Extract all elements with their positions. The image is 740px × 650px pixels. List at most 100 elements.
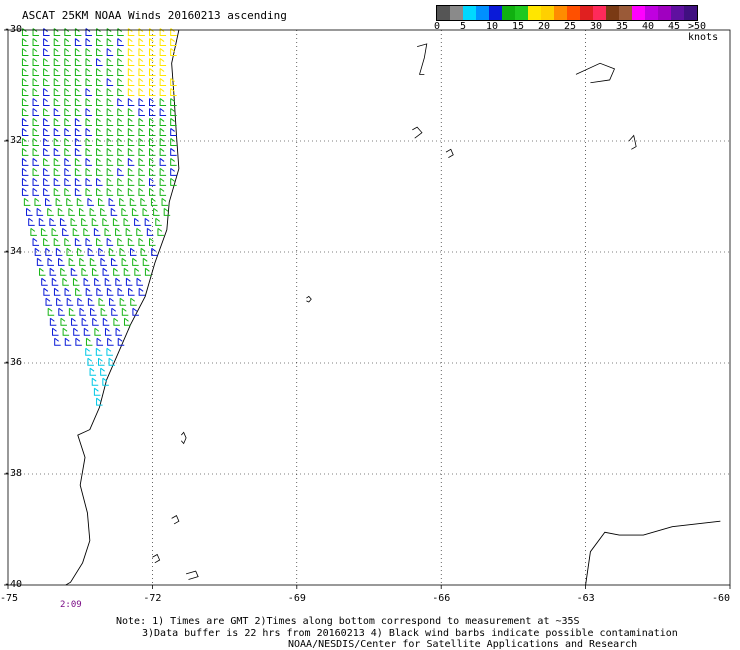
wind-barb bbox=[74, 128, 82, 136]
wind-barb bbox=[64, 38, 71, 47]
wind-barb bbox=[159, 138, 167, 146]
wind-barb bbox=[21, 148, 29, 156]
wind-barb bbox=[58, 257, 65, 266]
wind-barb bbox=[123, 217, 131, 226]
wind-barb bbox=[106, 48, 114, 57]
wind-barb bbox=[121, 207, 128, 216]
wind-barb bbox=[43, 118, 50, 126]
wind-barb bbox=[21, 128, 29, 136]
wind-barb bbox=[26, 207, 33, 216]
colorbar-tick-label: 30 bbox=[590, 21, 603, 32]
wind-barb bbox=[43, 58, 50, 67]
wind-barb bbox=[43, 168, 50, 176]
wind-barb bbox=[150, 197, 158, 206]
wind-barb bbox=[64, 148, 71, 156]
wind-barb bbox=[74, 78, 82, 86]
wind-barb bbox=[159, 38, 167, 47]
wind-barb bbox=[106, 128, 114, 136]
wind-barb bbox=[149, 38, 156, 47]
wind-barb bbox=[64, 287, 72, 296]
wind-barb bbox=[96, 128, 103, 136]
latitude-tick-label: -32 bbox=[4, 135, 23, 146]
lake-outline bbox=[306, 295, 312, 303]
wind-barb bbox=[111, 307, 118, 316]
wind-barb bbox=[96, 38, 103, 47]
wind-barb bbox=[106, 347, 113, 356]
wind-barb bbox=[106, 287, 114, 296]
map-title: ASCAT 25KM NOAA Winds 20160213 ascending bbox=[22, 9, 287, 22]
wind-barb bbox=[102, 377, 109, 386]
wind-barb bbox=[77, 297, 84, 306]
wind-barb bbox=[96, 28, 103, 37]
wind-barb bbox=[66, 247, 73, 256]
wind-barb bbox=[127, 237, 135, 246]
wind-barb bbox=[47, 307, 55, 316]
wind-barb bbox=[106, 78, 114, 86]
colorbar-segment bbox=[684, 6, 697, 20]
wind-barb bbox=[62, 327, 70, 336]
wind-barb bbox=[97, 357, 105, 366]
wind-barb bbox=[64, 58, 71, 67]
wind-barb bbox=[85, 48, 92, 57]
wind-barb bbox=[117, 38, 124, 47]
wind-barb bbox=[106, 88, 114, 96]
wind-barb bbox=[96, 138, 103, 146]
wind-barb bbox=[70, 267, 78, 276]
colorbar-segment bbox=[606, 6, 619, 20]
wind-barb bbox=[127, 98, 135, 106]
longitude-tick-label: -72 bbox=[143, 593, 162, 604]
wind-barb bbox=[159, 178, 167, 186]
wind-barb bbox=[51, 277, 59, 286]
wind-barb bbox=[96, 68, 103, 77]
wind-barb bbox=[85, 58, 92, 67]
wind-barb bbox=[74, 158, 82, 166]
wind-barb bbox=[74, 178, 82, 186]
wind-barb bbox=[115, 327, 123, 336]
wind-barb bbox=[127, 187, 135, 196]
wind-barb bbox=[132, 307, 139, 316]
wind-barb bbox=[32, 118, 40, 126]
colorbar-tick-label: 15 bbox=[512, 21, 525, 32]
wind-barb bbox=[21, 28, 29, 37]
wind-barb bbox=[64, 88, 71, 96]
wind-barb bbox=[117, 28, 124, 37]
wind-barb bbox=[79, 257, 86, 266]
wind-barb bbox=[21, 168, 29, 176]
wind-barb bbox=[149, 128, 156, 136]
wind-barb bbox=[85, 78, 92, 86]
wind-barb bbox=[87, 297, 95, 306]
wind-barb bbox=[127, 178, 135, 186]
wind-barb bbox=[43, 48, 50, 57]
wind-barb bbox=[71, 317, 78, 326]
wind-barb bbox=[159, 158, 167, 166]
wind-barb bbox=[75, 287, 82, 296]
wind-barb bbox=[117, 78, 124, 86]
wind-barb bbox=[127, 148, 135, 156]
wind-barb bbox=[53, 158, 61, 166]
lake-outline bbox=[152, 553, 161, 564]
wind-barb bbox=[83, 277, 91, 286]
wind-barb bbox=[64, 108, 71, 116]
wind-barb bbox=[21, 78, 29, 86]
wind-barb bbox=[106, 28, 114, 37]
wind-barb bbox=[38, 217, 46, 226]
wind-barb bbox=[136, 227, 143, 236]
wind-barb bbox=[159, 108, 167, 116]
wind-barb bbox=[96, 237, 103, 246]
lake-outline bbox=[445, 148, 454, 158]
wind-barb bbox=[55, 197, 63, 206]
wind-barb bbox=[64, 158, 71, 166]
wind-barb bbox=[138, 118, 145, 126]
wind-barb bbox=[32, 128, 40, 136]
wind-barb bbox=[43, 237, 50, 246]
colorbar-tick-label: 35 bbox=[616, 21, 629, 32]
wind-barb bbox=[21, 38, 29, 47]
wind-barb bbox=[85, 168, 92, 176]
wind-barb bbox=[32, 178, 40, 186]
wind-barb bbox=[125, 277, 133, 286]
wind-barb bbox=[140, 247, 148, 256]
wind-barb bbox=[66, 297, 74, 306]
wind-barb bbox=[64, 48, 71, 57]
wind-barb bbox=[23, 197, 31, 206]
wind-barb bbox=[121, 307, 129, 316]
